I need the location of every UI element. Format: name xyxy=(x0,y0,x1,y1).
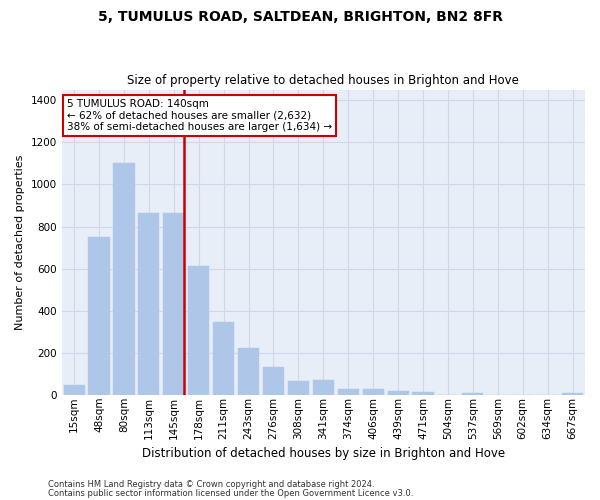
Bar xyxy=(213,322,234,395)
Bar xyxy=(163,213,184,395)
X-axis label: Distribution of detached houses by size in Brighton and Hove: Distribution of detached houses by size … xyxy=(142,447,505,460)
Text: 5, TUMULUS ROAD, SALTDEAN, BRIGHTON, BN2 8FR: 5, TUMULUS ROAD, SALTDEAN, BRIGHTON, BN2… xyxy=(97,10,503,24)
Bar xyxy=(362,389,384,395)
Text: 5 TUMULUS ROAD: 140sqm
← 62% of detached houses are smaller (2,632)
38% of semi-: 5 TUMULUS ROAD: 140sqm ← 62% of detached… xyxy=(67,98,332,132)
Bar xyxy=(88,237,110,395)
Bar xyxy=(338,389,359,395)
Text: Contains HM Land Registry data © Crown copyright and database right 2024.: Contains HM Land Registry data © Crown c… xyxy=(48,480,374,489)
Bar xyxy=(238,348,259,395)
Bar xyxy=(188,266,209,395)
Bar xyxy=(388,391,409,395)
Y-axis label: Number of detached properties: Number of detached properties xyxy=(15,154,25,330)
Bar xyxy=(313,380,334,395)
Text: Contains public sector information licensed under the Open Government Licence v3: Contains public sector information licen… xyxy=(48,489,413,498)
Bar xyxy=(462,392,484,395)
Bar xyxy=(263,366,284,395)
Bar xyxy=(64,384,85,395)
Bar xyxy=(412,392,434,395)
Title: Size of property relative to detached houses in Brighton and Hove: Size of property relative to detached ho… xyxy=(127,74,519,87)
Bar xyxy=(288,382,309,395)
Bar xyxy=(113,164,134,395)
Bar xyxy=(562,392,583,395)
Bar xyxy=(138,213,160,395)
